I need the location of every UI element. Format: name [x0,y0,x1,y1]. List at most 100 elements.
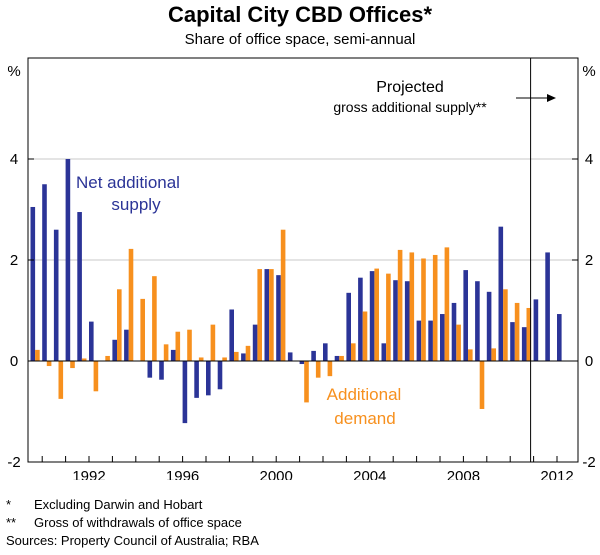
demand-label: Additional [327,385,402,404]
supply-bar [182,361,188,424]
y-tick-label-left: 2 [10,252,18,269]
demand-bar [409,252,415,361]
demand-bar [280,229,286,361]
demand-bar [269,269,274,361]
supply-bar [416,320,422,361]
supply-label: supply [111,195,161,214]
demand-bar [35,349,40,361]
supply-bar [252,324,258,361]
y-tick-label-right: 0 [585,353,593,370]
supply-bar [112,339,117,361]
x-tick-label: 2000 [260,468,293,480]
supply-bar [463,270,468,361]
demand-bar [245,345,251,361]
footnote-2-text: Gross of withdrawals of office space [34,515,242,530]
x-tick-label: 1992 [72,468,105,480]
supply-bar [346,292,351,361]
demand-bar [163,344,169,361]
projected-supply-bar [545,252,550,361]
demand-bar [468,349,473,361]
supply-bar [393,280,398,361]
demand-bar [93,361,99,392]
supply-bar [510,322,515,361]
demand-bar [444,247,450,361]
demand-bar [386,273,391,361]
chart-area: -2 -2 0 0 2 2 4 4% % 1992 1996 2000 2004 2008 2012 Net … [7,57,596,480]
supply-bar [475,281,480,361]
sources-note: Sources: Property Council of Australia; … [6,533,259,548]
demand-bar [397,249,403,361]
demand-bar [491,348,496,361]
supply-bar [229,309,234,361]
supply-bar [451,302,457,361]
footnote-1: * Excluding Darwin and Hobart [6,497,202,512]
supply-bar [53,229,59,361]
x-tick-label: 2012 [540,468,573,480]
demand-bar [339,355,344,361]
projected-label: gross additional supply** [333,99,487,115]
supply-bar [299,361,305,365]
supply-bar [65,159,71,361]
supply-bar [334,355,340,361]
demand-bar [315,361,321,378]
demand-label: demand [334,409,395,428]
supply-bar [358,277,363,361]
supply-bar [287,352,293,361]
supply-bar [194,361,199,398]
y-tick-label-left: 0 [10,353,18,370]
supply-bar [440,314,445,361]
demand-bar [374,268,379,361]
supply-bar [217,361,223,390]
supply-bar [89,321,94,361]
demand-bar [152,276,157,361]
projected-supply-bar [533,299,539,361]
supply-bar [369,271,375,361]
demand-bar [432,254,438,361]
demand-bar [187,329,192,361]
chart-subtitle: Share of office space, semi-annual [184,31,416,48]
demand-bar [362,311,368,361]
x-tick-label: 1996 [166,468,199,480]
supply-label: Net additional [76,173,180,192]
footnote-2-marker: ** [6,515,17,530]
demand-bar [526,307,532,361]
supply-bar [159,361,164,380]
chart-title: Capital City CBD Offices* [167,2,433,27]
supply-bar [147,361,153,378]
demand-bar [105,355,110,361]
supply-bar [498,226,504,361]
y-tick-label-right: 2 [585,252,593,269]
demand-bar [210,324,216,361]
demand-bar [327,361,333,377]
supply-bar [521,327,527,361]
demand-bar [58,361,64,399]
supply-bar [241,353,246,361]
supply-bar [486,291,492,361]
footnote-1-marker: * [6,497,12,512]
demand-bar [234,351,239,361]
demand-bar [70,361,75,369]
supply-bar [323,343,328,361]
demand-bar [304,361,309,403]
demand-bar [46,361,52,367]
demand-bar [456,324,461,361]
projected-label: Projected [376,79,444,96]
projected-supply-bar [557,314,562,361]
supply-bar [381,343,387,361]
footnote-2: ** Gross of withdrawals of office space [6,515,242,530]
supply-bar [311,350,316,361]
projected-arrow-head [547,94,556,102]
demand-bar [128,248,134,361]
demand-bar [175,331,181,361]
supply-bar [170,349,176,361]
y-axis-unit-left: % [7,63,20,80]
demand-bar [222,357,227,361]
supply-bar [428,320,433,361]
supply-bar [276,275,281,361]
demand-bar [514,302,520,361]
supply-bar [77,212,82,361]
supply-bar [42,184,47,361]
x-tick-label: 2008 [447,468,480,480]
footnote-1-text: Excluding Darwin and Hobart [34,497,203,512]
supply-bar [264,269,270,361]
